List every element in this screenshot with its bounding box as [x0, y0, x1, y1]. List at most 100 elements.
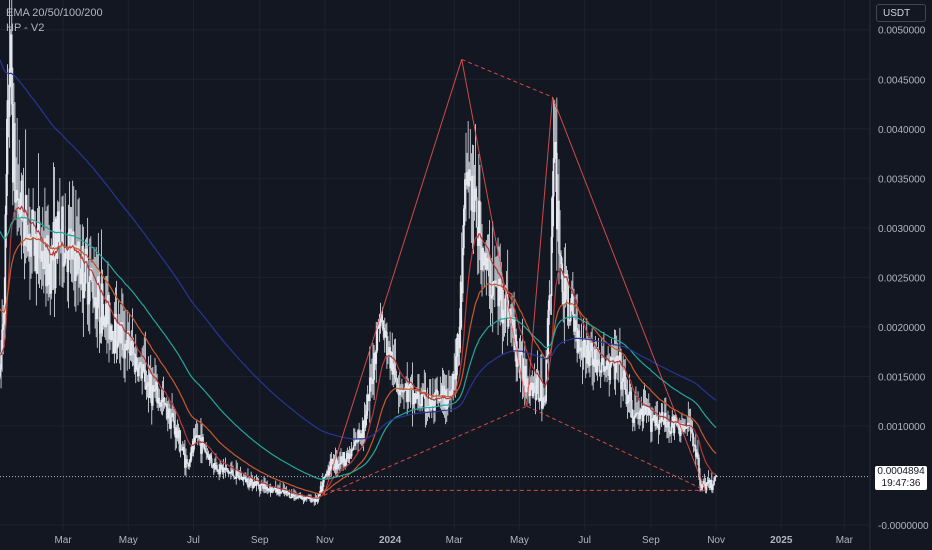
candle-body	[328, 466, 331, 476]
candle-body	[366, 394, 369, 412]
candle-body	[380, 314, 383, 321]
candle-body	[611, 357, 614, 359]
y-tick-label: 0.0040000	[878, 125, 926, 136]
candle-body	[606, 360, 608, 370]
candle-body	[419, 403, 421, 406]
candle-body	[112, 330, 115, 340]
candle-body	[425, 410, 428, 412]
candle-body	[580, 347, 583, 349]
x-tick-label: Mar	[446, 535, 464, 546]
x-tick-label: Mar	[836, 535, 854, 546]
candle-body	[350, 449, 353, 457]
candle-body	[600, 358, 603, 373]
candle-body	[23, 217, 26, 246]
candle-body	[186, 459, 188, 465]
candle-body	[101, 283, 104, 326]
candle-body	[548, 295, 551, 311]
candle-body	[178, 430, 181, 451]
x-tick-label: Mar	[54, 535, 72, 546]
candle-body	[343, 452, 346, 466]
candle-body	[141, 370, 143, 379]
candle-body	[119, 327, 122, 344]
candle-body	[331, 459, 334, 461]
candle-body	[50, 249, 53, 294]
candle-body	[381, 320, 384, 329]
candle-body	[249, 480, 251, 486]
candle-body	[488, 260, 491, 297]
candle-body	[5, 173, 8, 215]
candle-body	[387, 353, 389, 356]
candle-body	[321, 482, 324, 491]
candle-body	[153, 385, 155, 392]
candle-body	[461, 247, 464, 294]
candle-body	[115, 314, 118, 349]
candle-body	[188, 461, 191, 467]
candle-body	[645, 406, 648, 409]
candle-body	[686, 426, 689, 429]
y-tick-label: 0.0050000	[878, 26, 926, 37]
candle-body	[296, 496, 298, 499]
candle-body	[376, 326, 379, 351]
candle-body	[701, 484, 704, 490]
candle-body	[668, 421, 670, 433]
candle-body	[4, 214, 7, 314]
candle-body	[202, 437, 204, 444]
x-tick-label: Sep	[251, 535, 269, 546]
candle-body	[691, 431, 694, 438]
candle-body	[666, 426, 668, 428]
candle-body	[336, 464, 339, 469]
candle-body	[584, 345, 587, 358]
candle-body	[670, 426, 673, 434]
candle-body	[550, 236, 553, 296]
candle-body	[482, 248, 484, 266]
candle-body	[108, 295, 110, 340]
candle-body	[210, 458, 213, 466]
y-tick-label: 0.0035000	[878, 174, 926, 185]
candle-body	[703, 481, 706, 486]
candle-body	[394, 368, 397, 380]
candle-body	[116, 340, 119, 349]
x-tick-label: May	[510, 535, 529, 546]
x-tick-label: Jul	[578, 535, 591, 546]
candle-body	[424, 390, 427, 412]
ema-line-100	[0, 216, 717, 480]
candle-body	[614, 357, 617, 380]
candle-body	[298, 496, 301, 498]
currency-unit-button[interactable]: USDT	[876, 4, 926, 22]
candle-body	[67, 232, 70, 273]
candle-body	[535, 378, 538, 400]
candle-body	[151, 385, 154, 406]
legend-hp[interactable]: HP - V2	[6, 22, 45, 34]
chart-grid	[0, 0, 870, 530]
candle-body	[483, 261, 486, 266]
candle-body	[232, 470, 234, 477]
candle-body	[532, 383, 535, 397]
candle-body	[492, 281, 495, 283]
candle-body	[507, 314, 510, 327]
candle-body	[714, 476, 716, 482]
candle-body	[62, 206, 64, 267]
candle-body	[217, 469, 219, 472]
candle-body	[47, 235, 49, 285]
candle-body	[132, 352, 135, 355]
candle-body	[14, 123, 16, 203]
candle-body	[567, 305, 570, 321]
y-tick-label: 0.0030000	[878, 224, 926, 235]
candle-body	[558, 200, 560, 254]
candle-body	[180, 449, 183, 451]
candle-body	[430, 402, 433, 410]
candle-body	[83, 283, 86, 299]
candle-body	[545, 357, 548, 402]
legend-ema[interactable]: EMA 20/50/100/200	[6, 7, 103, 19]
candle-body	[193, 437, 196, 442]
candle-body	[351, 449, 354, 451]
candle-body	[63, 262, 65, 267]
candle-body	[603, 358, 605, 372]
candle-body	[591, 343, 593, 366]
candle-body	[96, 301, 99, 320]
candle-body	[453, 374, 456, 379]
pattern-line	[552, 96, 706, 491]
candle-body	[375, 349, 378, 364]
